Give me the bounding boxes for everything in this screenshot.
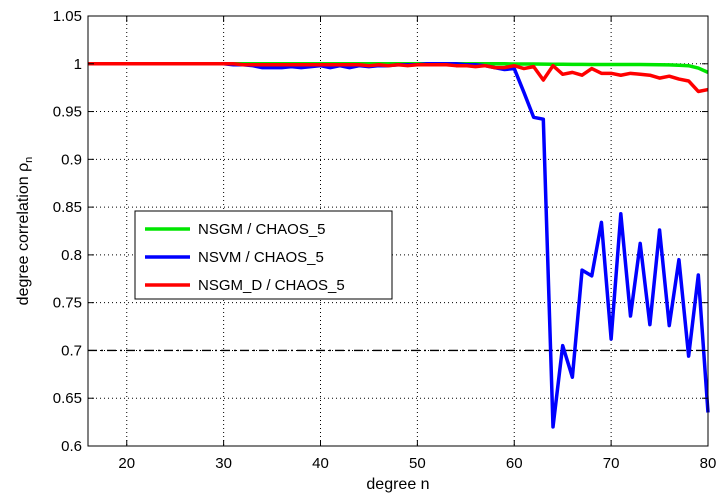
legend-label-2: NSGM_D / CHAOS_5 bbox=[198, 277, 345, 294]
x-tick-label: 40 bbox=[312, 455, 329, 472]
y-tick-label: 0.75 bbox=[53, 295, 82, 312]
x-tick-label: 60 bbox=[506, 455, 523, 472]
x-tick-label: 50 bbox=[409, 455, 426, 472]
legend-label-1: NSVM / CHAOS_5 bbox=[198, 249, 324, 266]
x-tick-label: 20 bbox=[118, 455, 135, 472]
y-axis-label-main: degree correlation ρ bbox=[15, 163, 32, 306]
y-tick-label: 0.85 bbox=[53, 199, 82, 216]
y-tick-label: 1.05 bbox=[53, 8, 82, 25]
legend: NSGM / CHAOS_5 NSVM / CHAOS_5 NSGM_D / CHA… bbox=[134, 210, 393, 300]
x-axis-label: degree n bbox=[366, 476, 429, 493]
y-tick-label: 0.65 bbox=[53, 390, 82, 407]
x-tick-label: 70 bbox=[603, 455, 620, 472]
y-tick-label: 0.9 bbox=[61, 151, 82, 168]
y-axis-ticks: 0.6 0.65 0.7 0.75 0.8 0.85 0.9 0.95 1 1.05 bbox=[53, 8, 708, 455]
y-tick-label: 0.7 bbox=[61, 342, 82, 359]
y-axis-label-subscript: n bbox=[23, 157, 35, 163]
y-axis-label: degree correlation ρn bbox=[15, 157, 35, 306]
y-tick-label: 0.6 bbox=[61, 438, 82, 455]
x-tick-label: 30 bbox=[215, 455, 232, 472]
legend-label-0: NSGM / CHAOS_5 bbox=[198, 221, 326, 238]
y-tick-label: 0.8 bbox=[61, 247, 82, 264]
plot-frame bbox=[87, 15, 709, 447]
series-lines bbox=[88, 62, 710, 429]
x-axis-ticks: 20 30 40 50 60 70 80 bbox=[118, 16, 716, 472]
series-line-2 bbox=[88, 62, 709, 94]
y-tick-label: 0.95 bbox=[53, 104, 82, 121]
y-tick-label: 1 bbox=[74, 56, 82, 73]
x-tick-label: 80 bbox=[700, 455, 716, 472]
